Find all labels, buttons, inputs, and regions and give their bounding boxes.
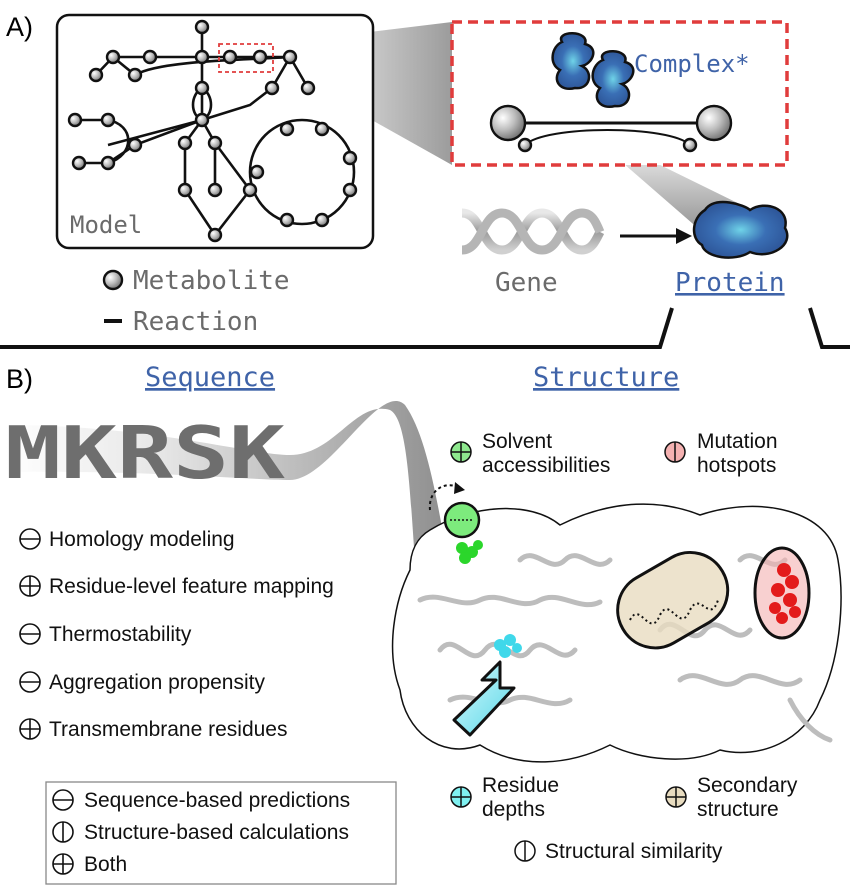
- legend-metabolite-label: Metabolite: [133, 266, 290, 296]
- legend-items: Sequence-based predictions Structure-bas…: [52, 789, 350, 876]
- legend-sequence-label: Sequence-based predictions: [84, 789, 350, 812]
- legend-reaction-label: Reaction: [133, 307, 258, 337]
- similarity-label: Structural similarity: [545, 840, 723, 863]
- feature-item: Homology modeling: [19, 528, 235, 551]
- depth-label-line1: Residue: [482, 774, 559, 797]
- feature-label: Transmembrane residues: [49, 718, 288, 741]
- secondary-feature: Secondary structure: [665, 774, 798, 821]
- complex-reaction: [489, 104, 733, 153]
- solvent-residues: [456, 540, 483, 564]
- sequence-letters: MKRSK: [5, 411, 286, 495]
- feature-label: Aggregation propensity: [49, 671, 265, 694]
- gene-label: Gene: [495, 268, 558, 298]
- solvent-feature: Solvent accessibilities: [450, 430, 610, 477]
- feature-label: Homology modeling: [49, 528, 235, 551]
- complex-label: Complex*: [634, 50, 750, 78]
- feature-item: Transmembrane residues: [19, 718, 288, 741]
- panel-divider-left: [0, 307, 674, 349]
- legend-structure-label: Structure-based calculations: [84, 821, 349, 844]
- feature-item: Aggregation propensity: [19, 671, 265, 694]
- panel-divider-right: [808, 307, 850, 349]
- feature-list: Homology modeling Residue-level feature …: [19, 528, 334, 741]
- mutation-residues: [769, 563, 801, 624]
- arrow-head: [676, 228, 692, 244]
- solvent-label-line1: Solvent: [482, 430, 552, 453]
- depth-label-line2: depths: [482, 798, 545, 821]
- sequence-ribbon: [5, 400, 455, 600]
- feature-item: Residue-level feature mapping: [19, 575, 334, 598]
- mutation-label-line2: hotspots: [697, 454, 776, 477]
- panel-a-label: A): [6, 12, 33, 42]
- protein-complex-icon: [551, 32, 635, 109]
- feature-label: Residue-level feature mapping: [49, 575, 334, 598]
- mutation-label-line1: Mutation: [697, 430, 778, 453]
- secondary-label-line2: structure: [697, 798, 779, 821]
- legend-both-label: Both: [84, 853, 127, 876]
- depth-residues: [494, 634, 522, 658]
- structure-heading: Structure: [533, 362, 679, 393]
- similarity-feature: Structural similarity: [514, 840, 723, 863]
- secondary-label-line1: Secondary: [697, 774, 798, 797]
- solvent-label-line2: accessibilities: [482, 454, 610, 477]
- protein-icon: [692, 200, 789, 259]
- network-selection-box: [218, 43, 274, 73]
- secondary-structure-highlight: [616, 551, 730, 650]
- network-nodes: [67, 19, 358, 243]
- probe-roll-arrowhead: [454, 482, 465, 494]
- depth-feature: Residue depths: [450, 774, 559, 821]
- feature-label: Thermostability: [49, 623, 192, 646]
- legend-box: [45, 781, 397, 885]
- feature-item: Thermostability: [19, 623, 192, 646]
- mutation-feature: Mutation hotspots: [664, 430, 778, 477]
- depth-arrow: [452, 660, 516, 737]
- panel-b-label: B): [6, 364, 33, 394]
- sequence-heading: Sequence: [145, 362, 275, 393]
- metabolite-legend-icon: [102, 269, 124, 291]
- model-label: Model: [70, 211, 142, 239]
- protein-label: Protein: [675, 268, 785, 298]
- gene-helix-icon: [461, 208, 605, 255]
